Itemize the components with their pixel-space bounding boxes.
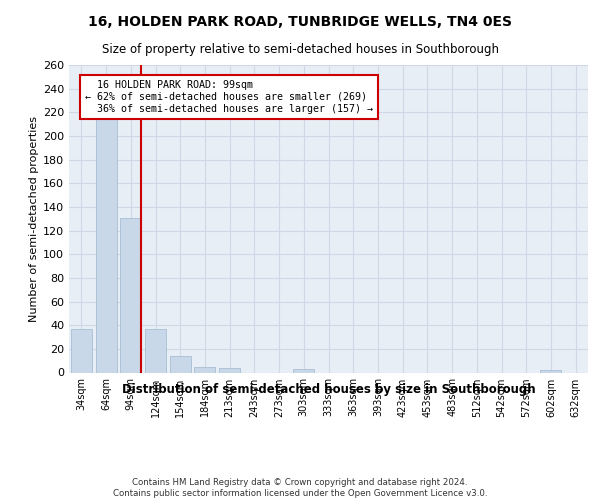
Bar <box>541 370 562 372</box>
Bar <box>95 120 116 372</box>
Y-axis label: Number of semi-detached properties: Number of semi-detached properties <box>29 116 39 322</box>
Bar <box>120 218 141 372</box>
Bar <box>170 356 191 372</box>
Bar <box>293 369 314 372</box>
Text: Size of property relative to semi-detached houses in Southborough: Size of property relative to semi-detach… <box>101 42 499 56</box>
Text: Distribution of semi-detached houses by size in Southborough: Distribution of semi-detached houses by … <box>122 382 536 396</box>
Bar <box>194 366 215 372</box>
Text: Contains HM Land Registry data © Crown copyright and database right 2024.
Contai: Contains HM Land Registry data © Crown c… <box>113 478 487 498</box>
Bar <box>145 328 166 372</box>
Text: 16, HOLDEN PARK ROAD, TUNBRIDGE WELLS, TN4 0ES: 16, HOLDEN PARK ROAD, TUNBRIDGE WELLS, T… <box>88 15 512 29</box>
Bar <box>71 328 92 372</box>
Text: 16 HOLDEN PARK ROAD: 99sqm
← 62% of semi-detached houses are smaller (269)
  36%: 16 HOLDEN PARK ROAD: 99sqm ← 62% of semi… <box>85 80 373 114</box>
Bar <box>219 368 240 372</box>
